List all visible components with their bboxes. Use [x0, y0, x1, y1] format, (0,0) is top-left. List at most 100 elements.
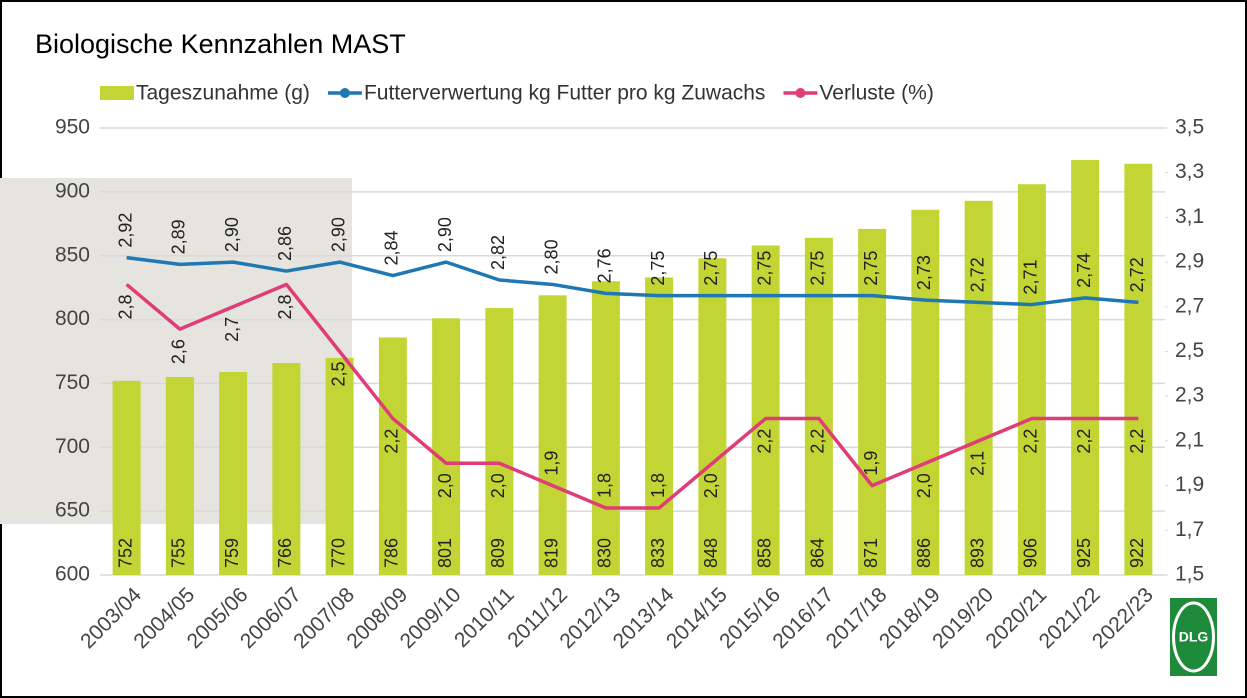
bar: [165, 377, 194, 575]
line: [125, 282, 1139, 510]
data-label: 2,75: [701, 251, 721, 286]
logo: DLG: [1170, 598, 1217, 676]
bar: [964, 200, 993, 575]
y-tick-label: 850: [55, 243, 90, 266]
data-label: 1,9: [861, 451, 881, 476]
bar-label: 886: [914, 538, 934, 568]
data-label: 2,0: [701, 473, 721, 498]
bar-label: 801: [435, 538, 455, 568]
data-label: 2,75: [754, 251, 774, 286]
data-label: 2,2: [382, 429, 402, 454]
data-label: 2,74: [1074, 253, 1094, 288]
bar-label: 858: [754, 538, 774, 568]
bar: [698, 258, 727, 575]
y2-tick-label: 2,1: [1175, 428, 1204, 451]
y2-tick-label: 2,5: [1175, 339, 1204, 362]
y2-tick-label: 1,7: [1175, 518, 1204, 541]
bar: [1071, 159, 1100, 575]
bar: [538, 295, 567, 575]
bar-label: 922: [1127, 538, 1147, 568]
y2-tick-label: 1,5: [1175, 563, 1204, 586]
data-label: 2,80: [541, 239, 561, 274]
bar-label: 893: [967, 538, 987, 568]
data-label: 2,90: [435, 217, 455, 252]
bar-label: 809: [488, 538, 508, 568]
bar: [858, 228, 887, 575]
data-label: 1,8: [648, 473, 668, 498]
y2-tick-label: 3,1: [1175, 205, 1204, 228]
data-label: 2,82: [488, 235, 508, 270]
bar-label: 752: [115, 538, 135, 568]
bar: [272, 362, 301, 575]
data-label: 2,6: [169, 339, 189, 364]
y2-tick-label: 3,3: [1175, 160, 1204, 183]
y-tick-label: 950: [55, 116, 90, 139]
data-label: 2,73: [914, 255, 934, 290]
data-label: 2,75: [648, 251, 668, 286]
y-tick-label: 800: [55, 307, 90, 330]
y-tick-label: 700: [55, 435, 90, 458]
chart-title: Biologische Kennzahlen MAST: [35, 29, 406, 59]
y-tick-label: 750: [55, 371, 90, 394]
y2-tick-label: 2,9: [1175, 250, 1204, 273]
bar: [1017, 184, 1046, 576]
legend-marker: [339, 88, 350, 98]
bar-label: 766: [275, 538, 295, 568]
bar: [432, 318, 461, 575]
data-label: 2,72: [1127, 257, 1147, 292]
bar-label: 925: [1074, 538, 1094, 568]
data-label: 1,8: [595, 473, 615, 498]
y-tick-label: 600: [55, 563, 90, 586]
data-label: 2,75: [861, 251, 881, 286]
data-label: 2,89: [169, 219, 189, 254]
y2-tick-label: 3,5: [1175, 116, 1204, 139]
data-label: 2,0: [914, 473, 934, 498]
legend-swatch: [100, 86, 134, 100]
y-tick-label: 650: [55, 499, 90, 522]
data-label: 2,5: [328, 362, 348, 387]
bar-label: 819: [541, 538, 561, 568]
data-label: 2,2: [1021, 429, 1041, 454]
data-label: 2,2: [1127, 429, 1147, 454]
data-label: 2,90: [328, 217, 348, 252]
data-label: 2,92: [115, 213, 135, 248]
data-label: 2,72: [967, 257, 987, 292]
data-label: 2,76: [595, 248, 615, 283]
legend-label: Futterverwertung kg Futter pro kg Zuwach…: [364, 82, 766, 105]
bar: [378, 337, 407, 575]
data-label: 2,8: [275, 294, 295, 319]
data-label: 2,2: [754, 429, 774, 454]
y-tick-label: 900: [55, 179, 90, 202]
bar: [804, 237, 833, 575]
data-label: 2,0: [488, 473, 508, 498]
data-label: 2,8: [115, 294, 135, 319]
bar: [219, 371, 248, 575]
bar: [325, 357, 354, 575]
data-label: 1,9: [541, 451, 561, 476]
bar-label: 786: [382, 538, 402, 568]
data-label: 2,2: [1074, 429, 1094, 454]
bar-label: 871: [861, 538, 881, 568]
y2-tick-label: 2,3: [1175, 384, 1204, 407]
bar-label: 770: [328, 538, 348, 568]
bar: [485, 308, 514, 575]
data-label: 2,90: [222, 217, 242, 252]
y2-tick-label: 2,7: [1175, 294, 1204, 317]
line: [126, 255, 1139, 307]
bar-label: 759: [222, 538, 242, 568]
data-label: 2,1: [967, 451, 987, 476]
bar: [112, 380, 141, 575]
bar: [591, 281, 620, 575]
logo-text: DLG: [1179, 629, 1209, 645]
legend-label: Tageszunahme (g): [136, 82, 310, 105]
bar: [911, 209, 940, 576]
bar-label: 833: [648, 538, 668, 568]
data-label: 2,84: [382, 230, 402, 265]
bar-label: 830: [595, 538, 615, 568]
legend-label: Verluste (%): [819, 82, 933, 105]
data-label: 2,7: [222, 317, 242, 342]
data-label: 2,0: [435, 473, 455, 498]
bar-label: 755: [169, 538, 189, 568]
bar: [751, 245, 780, 576]
